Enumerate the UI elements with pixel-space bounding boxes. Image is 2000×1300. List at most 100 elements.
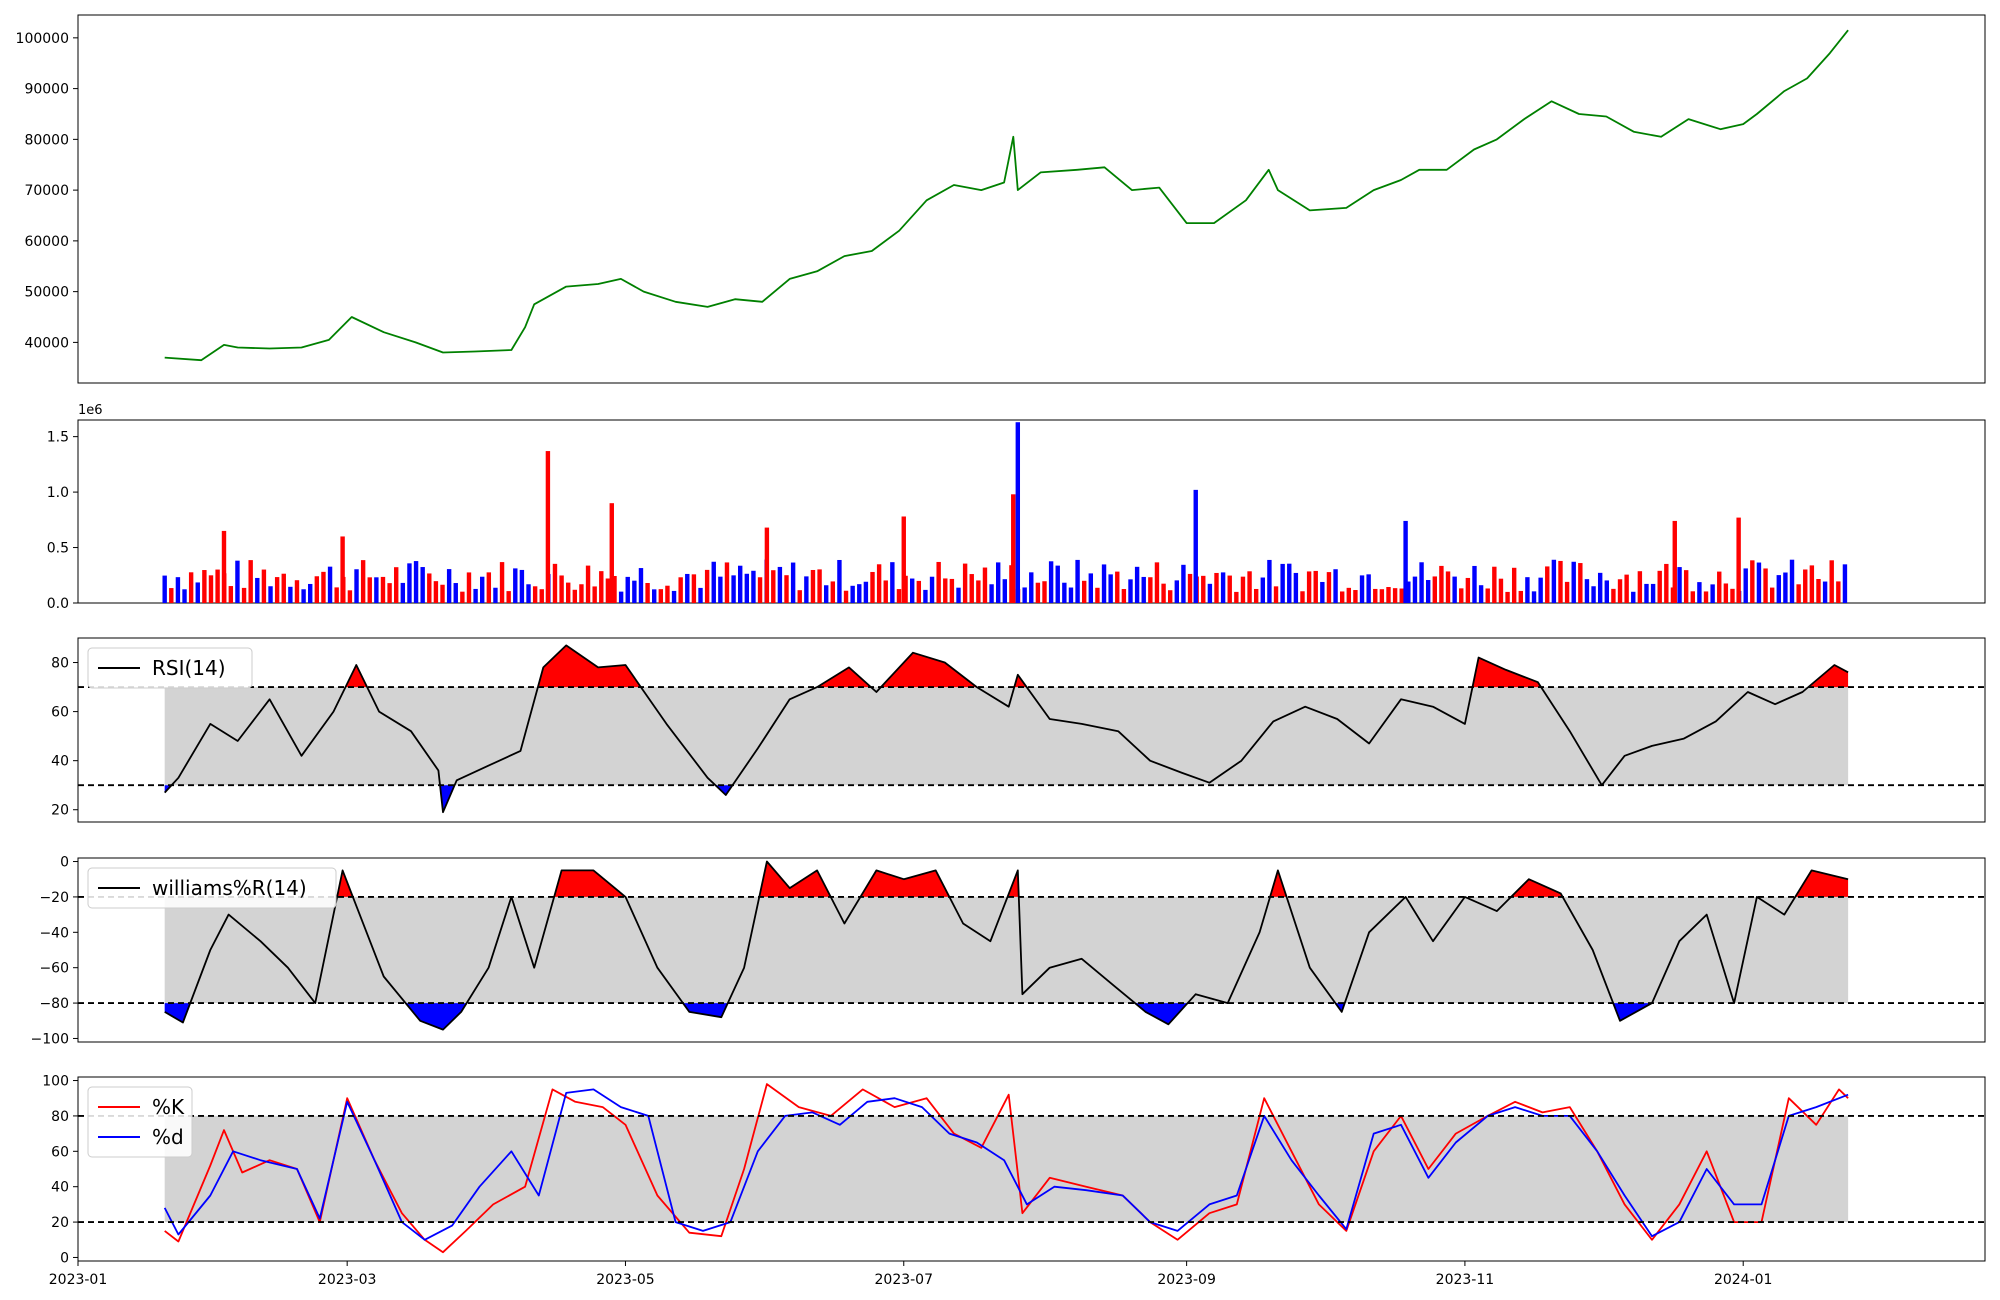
volume-bar bbox=[268, 586, 273, 603]
volume-bar bbox=[169, 588, 174, 603]
volume-bar bbox=[1816, 578, 1821, 603]
volume-bar bbox=[1564, 581, 1570, 603]
volume-bar bbox=[1743, 568, 1748, 603]
stochastic-panel: 0 20 40 60 80 100 %K %d 2023-01 2023-03 2023-05 202… bbox=[42, 1074, 1986, 1288]
x-tick-label: 2023-11 bbox=[1436, 1272, 1495, 1288]
volume-bar bbox=[1723, 583, 1729, 603]
volume-bar bbox=[347, 590, 353, 603]
stochastic-legend-label: %d bbox=[152, 1125, 184, 1149]
volume-bar bbox=[956, 587, 961, 603]
volume-bar bbox=[784, 575, 789, 603]
volume-bar bbox=[1531, 591, 1537, 603]
williams-ytick-label: −20 bbox=[39, 890, 69, 906]
stochastic-legend-label: %K bbox=[152, 1095, 185, 1119]
price-panel: 40000 50000 60000 70000 80000 90000 100000 bbox=[16, 14, 1986, 384]
rsi-overbought-fill bbox=[1808, 665, 1849, 688]
rsi-overbought-fill bbox=[345, 665, 368, 688]
volume-bar bbox=[1690, 591, 1695, 603]
volume-bar bbox=[923, 589, 928, 603]
volume-bar bbox=[559, 575, 564, 603]
volume-bar bbox=[1624, 574, 1629, 603]
volume-bar bbox=[301, 589, 306, 603]
volume-bar bbox=[1657, 570, 1662, 603]
volume-bar bbox=[1148, 577, 1153, 603]
stochastic-ytick-label: 40 bbox=[51, 1180, 69, 1196]
volume-bar bbox=[248, 560, 253, 603]
volume-bar bbox=[1253, 588, 1259, 603]
volume-bar bbox=[1545, 566, 1550, 603]
volume-bar bbox=[241, 587, 247, 603]
volume-bar bbox=[519, 569, 525, 603]
volume-bar bbox=[208, 575, 214, 603]
volume-bar bbox=[1293, 572, 1299, 603]
volume-bar bbox=[1095, 587, 1100, 603]
williams-overbought-fill bbox=[1511, 879, 1563, 897]
volume-bar bbox=[916, 580, 922, 603]
volume-bar bbox=[1247, 571, 1252, 603]
volume-bar bbox=[579, 584, 584, 603]
volume-bar bbox=[1730, 588, 1735, 603]
volume-bar bbox=[1518, 590, 1523, 603]
volume-bar bbox=[1406, 581, 1411, 603]
williams-ytick-label: −100 bbox=[31, 1031, 69, 1047]
stochastic-ytick-label: 100 bbox=[42, 1074, 69, 1090]
volume-bar bbox=[1313, 570, 1318, 603]
volume-bar bbox=[228, 586, 234, 603]
volume-bar bbox=[1029, 572, 1034, 603]
volume-bar bbox=[460, 591, 465, 603]
stochastic-legend bbox=[87, 1086, 193, 1158]
volume-bar bbox=[1710, 584, 1715, 603]
volume-bar bbox=[1088, 573, 1094, 603]
volume-bar bbox=[321, 571, 326, 603]
stochastic-frame bbox=[77, 1076, 1986, 1262]
volume-bar bbox=[751, 570, 756, 603]
rsi-ytick-label: 60 bbox=[51, 705, 69, 721]
price-frame bbox=[77, 14, 1986, 384]
volume-bar bbox=[995, 562, 1001, 603]
volume-bar bbox=[1842, 564, 1848, 603]
volume-bar bbox=[790, 562, 796, 603]
volume-bar bbox=[901, 516, 906, 603]
volume-bar bbox=[1161, 583, 1166, 603]
volume-bar bbox=[1373, 588, 1378, 603]
stochastic-series-k-line bbox=[164, 1083, 1849, 1254]
volume-bar bbox=[1445, 571, 1451, 603]
volume-bar bbox=[1505, 591, 1510, 603]
volume-bar bbox=[943, 578, 948, 603]
volume-bar bbox=[1379, 589, 1385, 603]
rsi-oversold-fill bbox=[715, 785, 733, 795]
volume-bar bbox=[1432, 576, 1437, 603]
volume-bar bbox=[929, 576, 935, 603]
volume-bar bbox=[400, 582, 406, 603]
volume-bar bbox=[1412, 576, 1418, 603]
volume-bar bbox=[1664, 563, 1669, 603]
rsi-overbought-fill bbox=[538, 645, 641, 688]
volume-bar bbox=[1776, 575, 1781, 603]
volume-bar bbox=[638, 568, 644, 603]
volume-bar bbox=[1181, 564, 1186, 603]
volume-bar bbox=[486, 572, 492, 603]
volume-bar bbox=[652, 589, 657, 603]
volume-bar bbox=[989, 584, 994, 603]
volume-bar bbox=[1769, 587, 1775, 603]
volume-bar bbox=[1339, 591, 1345, 603]
rsi-ytick-label: 40 bbox=[51, 754, 69, 770]
volume-bar bbox=[1287, 563, 1292, 603]
volume-bar bbox=[1386, 587, 1391, 603]
volume-bar bbox=[817, 569, 822, 603]
volume-bar bbox=[1240, 576, 1246, 603]
volume-panel: 0.0 0.5 1.0 1.5 1e6 bbox=[47, 403, 1986, 612]
volume-bar bbox=[962, 563, 968, 603]
volume-bar bbox=[1048, 561, 1054, 603]
volume-bar bbox=[261, 569, 267, 603]
volume-bar bbox=[1174, 580, 1180, 603]
rsi-legend bbox=[87, 647, 253, 689]
williams-oversold-fill bbox=[405, 1003, 467, 1030]
volume-bar bbox=[1359, 575, 1365, 603]
volume-bar bbox=[1498, 578, 1504, 603]
stochastic-band bbox=[164, 1115, 1849, 1223]
volume-bar bbox=[182, 589, 187, 603]
volume-bar bbox=[1403, 520, 1408, 603]
volume-bar bbox=[1538, 577, 1543, 603]
price-ytick-label: 40000 bbox=[24, 335, 69, 351]
